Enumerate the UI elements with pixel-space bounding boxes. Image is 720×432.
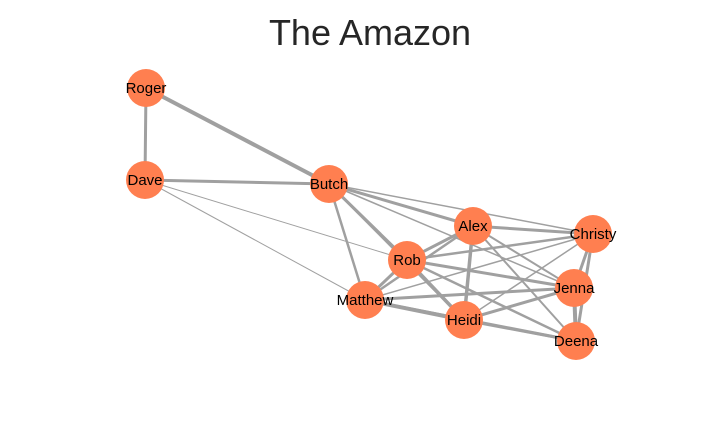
edge-jenna-matthew (363, 286, 576, 302)
node-rob: Rob (388, 241, 426, 279)
node-christy: Christy (570, 215, 617, 253)
node-matthew: Matthew (337, 281, 394, 319)
node-circle-butch (310, 165, 348, 203)
edge-alex-jenna (472, 225, 575, 289)
edge-roger-butch (144, 86, 331, 186)
node-label-roger: Roger (126, 80, 167, 97)
nodes-layer: Roger Dave Butch Alex Christy Rob Jenna Matthew… (126, 69, 617, 360)
node-roger: Roger (126, 69, 167, 107)
node-circle-rob (388, 241, 426, 279)
edge-christy-matthew (364, 233, 594, 301)
node-circle-jenna (555, 269, 593, 307)
node-label-deena: Deena (554, 333, 599, 350)
edge-butch-christy (328, 183, 594, 235)
edge-alex-christy (471, 224, 595, 236)
node-circle-heidi (445, 301, 483, 339)
node-label-christy: Christy (570, 226, 617, 243)
node-circle-matthew (346, 281, 384, 319)
edge-dave-matthew (144, 179, 366, 301)
node-label-butch: Butch (310, 176, 348, 193)
edge-christy-rob (405, 232, 595, 262)
graph-title: The Amazon (269, 12, 471, 53)
edge-alex-deena (472, 225, 577, 342)
edge-rob-jenna (405, 258, 576, 290)
node-label-matthew: Matthew (337, 292, 394, 309)
node-label-dave: Dave (127, 172, 162, 189)
edge-dave-butch (143, 178, 331, 186)
node-butch: Butch (310, 165, 348, 203)
node-circle-roger (127, 69, 165, 107)
edge-butch-matthew (327, 182, 367, 302)
edge-butch-alex (327, 182, 475, 228)
edge-rob-deena (405, 258, 578, 343)
node-label-alex: Alex (458, 218, 488, 235)
node-circle-christy (574, 215, 612, 253)
edge-jenna-heidi (462, 286, 576, 322)
node-heidi: Heidi (445, 301, 483, 339)
node-circle-deena (557, 322, 595, 360)
edge-christy-heidi (463, 233, 594, 321)
edge-dave-rob (144, 179, 408, 261)
node-jenna: Jenna (554, 269, 596, 307)
node-label-rob: Rob (393, 252, 421, 269)
node-dave: Dave (126, 161, 164, 199)
node-alex: Alex (454, 207, 492, 245)
node-deena: Deena (554, 322, 599, 360)
node-circle-alex (454, 207, 492, 245)
node-label-heidi: Heidi (447, 312, 481, 329)
node-circle-dave (126, 161, 164, 199)
node-label-jenna: Jenna (554, 280, 596, 297)
